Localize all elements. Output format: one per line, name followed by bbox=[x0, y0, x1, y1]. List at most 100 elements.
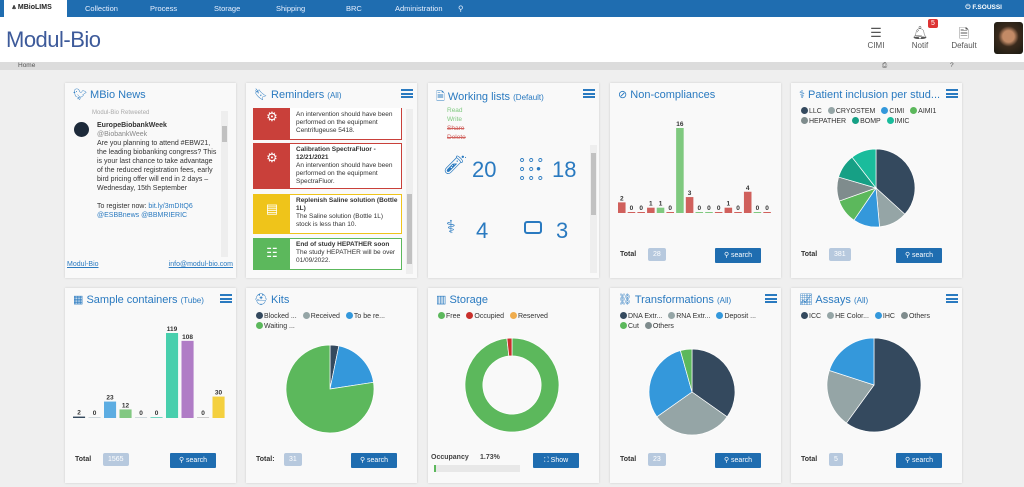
legend-item[interactable]: LLC bbox=[801, 107, 822, 117]
bar[interactable] bbox=[685, 197, 694, 213]
bar[interactable] bbox=[618, 202, 626, 213]
pie-slice-cut[interactable] bbox=[679, 348, 693, 393]
notif-button[interactable]: 🔔︎ Notif bbox=[900, 25, 940, 50]
legend-item[interactable]: Others bbox=[644, 322, 674, 332]
bar[interactable] bbox=[166, 333, 179, 418]
avatar[interactable] bbox=[994, 22, 1023, 54]
reminder-item[interactable]: ⚙ An intervention should have been perfor… bbox=[253, 108, 402, 140]
bar[interactable] bbox=[647, 207, 655, 213]
legend-item[interactable]: DNA Extr... bbox=[620, 312, 662, 322]
help-link[interactable]: ? bbox=[950, 62, 954, 69]
legend-item[interactable]: BOMP bbox=[852, 117, 881, 127]
bar[interactable] bbox=[637, 212, 645, 213]
search-button[interactable]: ⚲ search bbox=[896, 453, 942, 468]
legend-item[interactable]: Received bbox=[302, 312, 340, 322]
brand-logo[interactable]: ⩓ MBioLIMS bbox=[4, 0, 67, 17]
nav-administration[interactable]: Administration bbox=[395, 4, 443, 13]
nav-brc[interactable]: BRC bbox=[346, 4, 362, 13]
bar[interactable] bbox=[724, 207, 733, 213]
news-scrollbar[interactable] bbox=[221, 111, 228, 257]
legend-item[interactable]: AIMI1 bbox=[910, 107, 936, 117]
bar[interactable] bbox=[753, 212, 762, 213]
search-button[interactable]: ⚲ search bbox=[715, 248, 761, 263]
legend-item[interactable]: Deposit ... bbox=[716, 312, 756, 322]
show-button[interactable]: ⛶ Show bbox=[533, 453, 579, 468]
reminders-scrollbar[interactable] bbox=[406, 109, 413, 274]
working-scrollbar[interactable] bbox=[590, 145, 597, 273]
storage-count[interactable]: 3 bbox=[556, 218, 569, 243]
nav-process[interactable]: Process bbox=[150, 4, 178, 13]
bar[interactable] bbox=[73, 416, 86, 418]
legend-item[interactable]: CRYOSTEM bbox=[827, 107, 875, 117]
bar[interactable] bbox=[743, 191, 752, 213]
legend-item[interactable]: Cut bbox=[620, 322, 639, 332]
search-button[interactable]: ⚲ search bbox=[896, 248, 942, 263]
pie-slice-occupied[interactable] bbox=[506, 337, 513, 357]
bar[interactable] bbox=[627, 212, 636, 213]
search-button[interactable]: ⚲ search bbox=[715, 453, 761, 468]
tweet-link[interactable]: bit.ly/3mDItQ6 bbox=[148, 203, 193, 210]
pie-slice-imic[interactable] bbox=[851, 148, 877, 190]
bar[interactable] bbox=[197, 417, 210, 418]
user-logout[interactable]: ⏻ F.SOUSSI bbox=[965, 4, 1002, 11]
email-link[interactable]: info@modul-bio.com bbox=[168, 261, 233, 268]
bar[interactable] bbox=[656, 207, 665, 213]
breadcrumb-home[interactable]: Home bbox=[18, 62, 36, 69]
menu-icon[interactable] bbox=[220, 294, 232, 303]
default-button[interactable]: 🗎 Default bbox=[944, 25, 984, 50]
legend-item[interactable]: Blocked ... bbox=[256, 312, 297, 322]
bar[interactable] bbox=[181, 340, 194, 418]
bar[interactable] bbox=[88, 417, 101, 418]
search-icon[interactable]: ⚲ bbox=[458, 4, 464, 13]
menu-icon[interactable] bbox=[401, 89, 413, 98]
legend-item[interactable]: ICC bbox=[801, 312, 821, 322]
pie-slice-rna-extr-[interactable] bbox=[656, 391, 728, 436]
legend-item[interactable]: RNA Extr... bbox=[668, 312, 710, 322]
pie-slice-icc[interactable] bbox=[845, 337, 922, 433]
legend-item[interactable]: Reserved bbox=[509, 312, 548, 322]
bar[interactable] bbox=[705, 212, 713, 213]
pie-slice-waiting-[interactable] bbox=[285, 344, 375, 434]
bar[interactable] bbox=[150, 417, 163, 418]
legend-item[interactable]: IHC bbox=[874, 312, 895, 322]
legend-item[interactable]: Others bbox=[900, 312, 930, 322]
reminder-item[interactable]: ▤ Replenish Saline solution (Bottle 1L) Th… bbox=[253, 194, 402, 234]
bar[interactable] bbox=[135, 417, 148, 418]
tubes-count[interactable]: 20 bbox=[472, 157, 497, 182]
legend-item[interactable]: CIMI bbox=[881, 107, 904, 117]
pie-slice-llc[interactable] bbox=[875, 148, 916, 215]
legend-item[interactable]: Free bbox=[438, 312, 460, 322]
menu-icon[interactable] bbox=[583, 89, 595, 98]
tweet-mentions[interactable]: @ESBBnews @BBMRIERIC bbox=[97, 212, 188, 219]
menu-icon[interactable] bbox=[765, 294, 777, 303]
bar[interactable] bbox=[734, 212, 742, 213]
legend-item[interactable]: Waiting ... bbox=[256, 322, 295, 332]
boxes-count[interactable]: 18 bbox=[552, 157, 577, 182]
bar[interactable] bbox=[212, 396, 225, 418]
legend-item[interactable]: IMIC bbox=[886, 117, 909, 127]
modul-bio-link[interactable]: Modul-Bio bbox=[67, 261, 99, 268]
pie-slice-ihc[interactable] bbox=[828, 337, 875, 386]
print-icon[interactable]: ⎙ bbox=[882, 62, 888, 69]
legend-item[interactable]: HE Color... bbox=[827, 312, 869, 322]
bar[interactable] bbox=[666, 212, 674, 213]
nav-storage[interactable]: Storage bbox=[214, 4, 241, 13]
cimi-button[interactable]: ☰ CIMI bbox=[856, 25, 896, 50]
menu-icon[interactable] bbox=[946, 294, 958, 303]
legend-item[interactable]: To be re... bbox=[345, 312, 385, 322]
reminder-item[interactable]: ☷ End of study HEPATHER soon The study HEP… bbox=[253, 238, 402, 270]
pie-slice-deposit-[interactable] bbox=[648, 350, 693, 418]
tweet-author[interactable]: EuropeBiobankWeek bbox=[97, 122, 167, 129]
search-button[interactable]: ⚲ search bbox=[351, 453, 397, 468]
legend-item[interactable]: HEPATHER bbox=[801, 117, 846, 127]
bar[interactable] bbox=[676, 128, 684, 213]
nav-shipping[interactable]: Shipping bbox=[276, 4, 306, 13]
pie-slice-he-color-[interactable] bbox=[826, 370, 875, 424]
pie-slice-to-be-re-[interactable] bbox=[329, 345, 374, 390]
pie-slice-dna-extr-[interactable] bbox=[691, 348, 736, 418]
reminder-item[interactable]: ⚙ Calibration SpectraFluor - 12/21/2021 An… bbox=[253, 143, 402, 189]
search-button[interactable]: ⚲ search bbox=[170, 453, 216, 468]
bar[interactable] bbox=[104, 401, 117, 418]
legend-item[interactable]: Occupied bbox=[466, 312, 504, 322]
nav-collection[interactable]: Collection bbox=[85, 4, 118, 13]
